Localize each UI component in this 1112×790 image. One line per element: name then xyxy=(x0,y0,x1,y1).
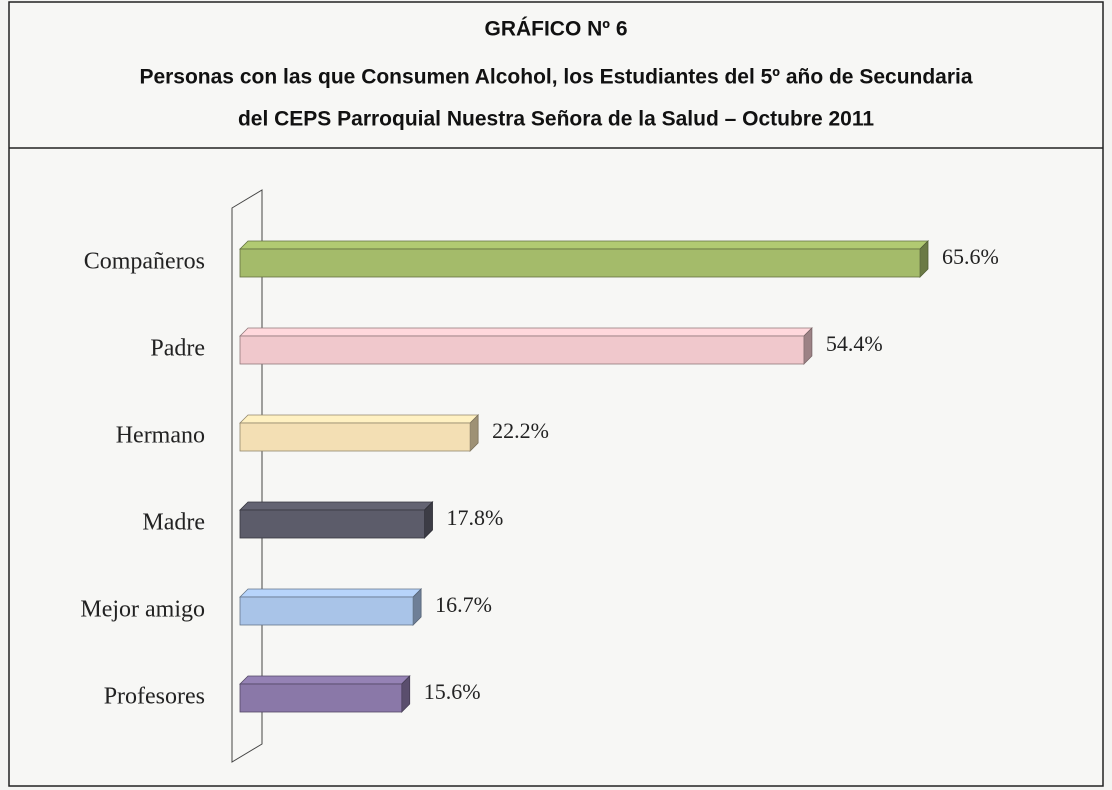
bar xyxy=(239,683,403,713)
category-label: Profesores xyxy=(104,684,205,710)
value-label: 65.6% xyxy=(942,244,999,269)
back-wall xyxy=(231,189,263,763)
bar-top xyxy=(239,414,480,424)
bar-top xyxy=(239,240,929,250)
value-label: 54.4% xyxy=(826,331,883,356)
bar xyxy=(239,335,805,365)
bar-top xyxy=(239,501,434,511)
chart-subtitle: Personas con las que Consumen Alcohol, l… xyxy=(139,66,972,89)
bar xyxy=(239,509,425,539)
chart-title: GRÁFICO Nº 6 xyxy=(484,18,627,41)
bar-top xyxy=(239,675,411,685)
bar xyxy=(239,422,471,452)
chart-subtitle: del CEPS Parroquial Nuestra Señora de la… xyxy=(238,108,874,131)
bar xyxy=(239,596,414,626)
category-label: Compañeros xyxy=(84,249,205,275)
category-label: Mejor amigo xyxy=(80,597,205,623)
value-label: 17.8% xyxy=(447,505,504,530)
value-label: 16.7% xyxy=(435,592,492,617)
category-label: Madre xyxy=(142,510,205,536)
value-label: 15.6% xyxy=(424,679,481,704)
frame xyxy=(8,1,1104,787)
value-label: 22.2% xyxy=(492,418,549,443)
bar-top xyxy=(239,588,423,598)
category-label: Padre xyxy=(150,336,205,362)
bar xyxy=(239,248,921,278)
bar-top xyxy=(239,327,813,337)
category-label: Hermano xyxy=(116,423,205,449)
